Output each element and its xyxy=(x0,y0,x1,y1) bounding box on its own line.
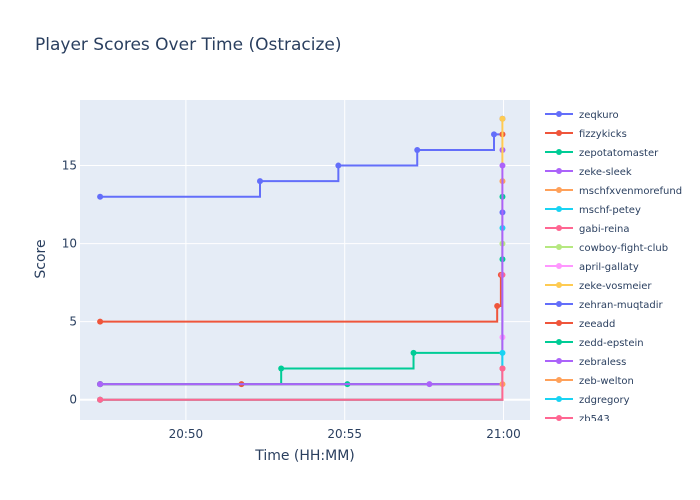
legend-label: zedd-epstein xyxy=(579,338,644,349)
legend-marker xyxy=(556,301,562,307)
legend-item[interactable]: cowboy-fight-club xyxy=(545,243,668,254)
data-point[interactable] xyxy=(97,193,104,200)
legend-marker xyxy=(556,415,562,421)
data-point[interactable] xyxy=(97,318,104,325)
legend-label: zeqkuro xyxy=(579,110,619,121)
y-tick-label: 5 xyxy=(69,315,77,329)
legend-item[interactable]: mschfxvenmorefund xyxy=(545,186,682,197)
x-tick-label: 21:00 xyxy=(486,427,521,441)
legend-label: mschfxvenmorefund xyxy=(579,186,682,197)
data-point[interactable] xyxy=(499,115,506,122)
data-point[interactable] xyxy=(499,162,506,169)
legend-marker xyxy=(556,206,562,212)
legend-marker xyxy=(556,244,562,250)
legend-item[interactable]: zb543 xyxy=(545,414,610,425)
y-tick-label: 0 xyxy=(69,393,77,407)
data-point[interactable] xyxy=(414,146,421,153)
series-zebraless xyxy=(97,162,506,388)
legend-item[interactable]: zedd-epstein xyxy=(545,338,644,349)
legend-item[interactable]: fizzykicks xyxy=(545,129,627,140)
legend-label: zeke-sleek xyxy=(579,167,632,178)
legend-marker xyxy=(556,377,562,383)
legend-item[interactable]: zeeadd xyxy=(545,319,615,330)
legend-marker xyxy=(556,282,562,288)
x-axis: 20:50 20:55 21:00 xyxy=(169,427,521,441)
legend-marker xyxy=(556,358,562,364)
legend-label: zehran-muqtadir xyxy=(579,300,664,311)
data-point[interactable] xyxy=(494,303,501,310)
legend-item[interactable]: zeke-vosmeier xyxy=(545,281,652,292)
data-point[interactable] xyxy=(257,178,263,185)
legend-label: fizzykicks xyxy=(579,129,627,140)
legend-label: zebraless xyxy=(579,357,626,368)
legend-item[interactable]: zeke-sleek xyxy=(545,167,632,178)
data-point[interactable] xyxy=(410,349,417,356)
data-point[interactable] xyxy=(491,131,497,138)
legend[interactable]: zeqkuro fizzykicks zepotatomaster zeke-slee… xyxy=(545,110,682,425)
data-point[interactable] xyxy=(278,365,285,372)
data-point[interactable] xyxy=(335,162,342,169)
series-zb543 xyxy=(97,365,506,403)
legend-label: gabi-reina xyxy=(579,224,630,235)
legend-label: zepotatomaster xyxy=(579,148,659,159)
y-axis-title: Score xyxy=(33,239,49,278)
legend-label: april-gallaty xyxy=(579,262,639,273)
chart-title: Player Scores Over Time (Ostracize) xyxy=(35,35,342,55)
legend-item[interactable]: zeb-welton xyxy=(545,376,634,387)
legend-label: zeb-welton xyxy=(579,376,634,387)
legend-marker xyxy=(556,168,562,174)
legend-item[interactable]: mschf-petey xyxy=(545,205,641,216)
legend-label: zdgregory xyxy=(579,395,630,406)
y-axis: 0 5 10 15 xyxy=(62,159,77,407)
legend-item[interactable]: zebraless xyxy=(545,357,626,368)
legend-item[interactable]: zeqkuro xyxy=(545,110,619,121)
plot-area xyxy=(80,100,530,420)
legend-item[interactable]: zepotatomaster xyxy=(545,148,659,159)
series-line xyxy=(100,165,504,386)
data-point[interactable] xyxy=(97,381,104,388)
x-axis-title: Time (HH:MM) xyxy=(254,448,355,464)
legend-marker xyxy=(556,225,562,231)
legend-marker xyxy=(556,111,562,117)
y-tick-label: 15 xyxy=(62,159,77,173)
legend-marker xyxy=(556,149,562,155)
legend-label: zeeadd xyxy=(579,319,615,330)
data-point[interactable] xyxy=(97,396,104,403)
data-point[interactable] xyxy=(426,381,433,388)
legend-marker xyxy=(556,187,562,193)
plot-background xyxy=(80,100,530,420)
legend-marker xyxy=(556,396,562,402)
legend-label: cowboy-fight-club xyxy=(579,243,668,254)
legend-label: mschf-petey xyxy=(579,205,641,216)
legend-item[interactable]: zehran-muqtadir xyxy=(545,300,664,311)
x-tick-label: 20:50 xyxy=(169,427,204,441)
legend-label: zb543 xyxy=(579,414,610,425)
data-point[interactable] xyxy=(499,349,506,356)
data-point[interactable] xyxy=(499,365,506,372)
legend-item[interactable]: april-gallaty xyxy=(545,262,639,273)
legend-item[interactable]: zdgregory xyxy=(545,395,630,406)
legend-marker xyxy=(556,130,562,136)
legend-marker xyxy=(556,320,562,326)
traces xyxy=(97,115,506,403)
y-tick-label: 10 xyxy=(62,237,77,251)
legend-marker xyxy=(556,339,562,345)
legend-item[interactable]: gabi-reina xyxy=(545,224,630,235)
series-line xyxy=(100,368,504,401)
legend-marker xyxy=(556,263,562,269)
legend-label: zeke-vosmeier xyxy=(579,281,652,292)
x-tick-label: 20:55 xyxy=(327,427,362,441)
